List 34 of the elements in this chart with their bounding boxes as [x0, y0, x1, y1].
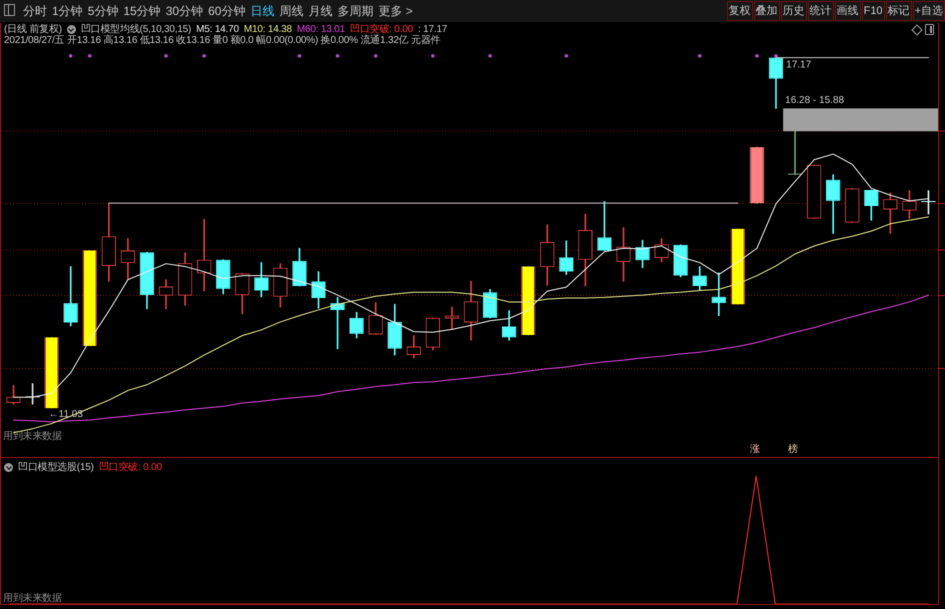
text: M10: 14.38 [244, 24, 292, 35]
text: 凹口突破: 0.00 [350, 24, 413, 35]
text: M5: 14.70 [196, 24, 239, 35]
text: 复权 [726, 1, 753, 21]
text: 日线 [250, 2, 274, 20]
text: 涨 [750, 444, 760, 455]
text: 画线 [834, 1, 861, 21]
text: 更多 > [378, 2, 413, 20]
chart-title: 凹口模型选股(15) [18, 462, 94, 473]
text: 榜 [788, 444, 798, 455]
text: 月线 [308, 2, 332, 20]
text: 统计 [808, 1, 834, 21]
text: F10 [862, 1, 885, 21]
annotation: 用到未来数据 [3, 593, 62, 604]
text: +自选 [912, 1, 945, 21]
text: 分时 [23, 2, 47, 20]
text: 历史 [780, 1, 807, 21]
text: 30分钟 [166, 2, 204, 20]
text: 5分钟 [88, 2, 118, 20]
text: (日线 前复权) [4, 24, 62, 35]
text: 15分钟 [123, 2, 161, 20]
text: 叠加 [754, 1, 780, 21]
text: 多周期 [337, 2, 374, 20]
text: 1分钟 [52, 2, 83, 20]
text: 60分钟 [208, 2, 246, 20]
annotation: 17.17 [786, 59, 812, 70]
chart-subtitle: 2021/08/27/五 开13.16 高13.16 低13.16 收13.16 量0 额0.0 幅0.00(0.00%) 换0.00% 流通1.32亿 元器件 [4, 35, 440, 46]
text: 周线 [279, 2, 304, 20]
text: : 17.17 [418, 24, 448, 35]
text: 凹口突破: 0.00 [98, 462, 162, 473]
chart-title: 凹口模型均线(5,10,30,15) [80, 24, 192, 35]
text: 标记 [886, 1, 912, 21]
band-label: 16.28 - 15.88 [785, 95, 844, 106]
text: M60: 13.01 [296, 24, 345, 35]
